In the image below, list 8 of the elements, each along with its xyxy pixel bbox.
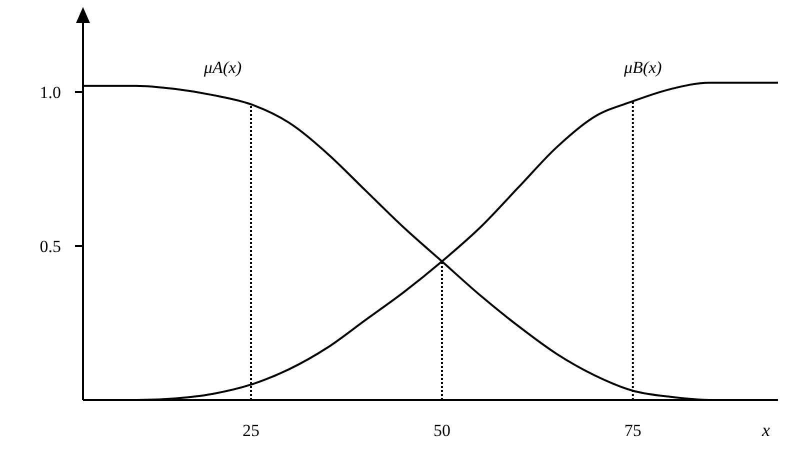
x-tick-label: 75 — [624, 421, 642, 440]
x-tick-label: 50 — [433, 421, 450, 440]
x-axis-title: x — [761, 420, 770, 440]
y-tick-label: 1.0 — [40, 83, 61, 102]
series-label: μA(x) — [202, 58, 242, 77]
series-label: μB(x) — [622, 58, 662, 77]
x-tick-label: 25 — [242, 421, 260, 440]
y-tick-label: 0.5 — [40, 237, 61, 256]
